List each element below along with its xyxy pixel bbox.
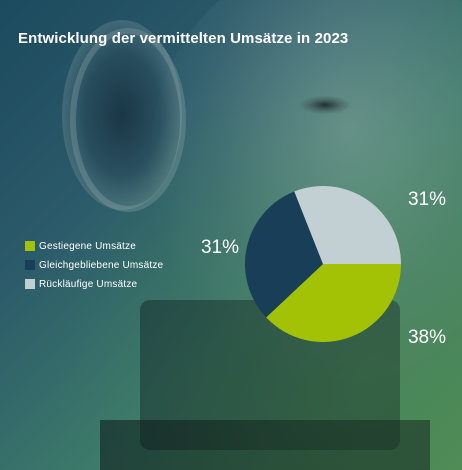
pie-slice-gestiegene (266, 264, 401, 342)
legend-item-gleichgebliebene: Gleichgebliebene Umsätze (25, 256, 163, 274)
legend: Gestiegene Umsätze Gleichgebliebene Umsä… (25, 237, 163, 294)
pie-slice-ruecklaeufige (294, 186, 401, 264)
legend-swatch (25, 279, 35, 289)
legend-item-ruecklaeufige: Rückläufige Umsätze (25, 275, 163, 293)
legend-item-gestiegene: Gestiegene Umsätze (25, 237, 163, 255)
pie-label-gleichgebliebene: 31% (201, 237, 239, 258)
legend-swatch (25, 260, 35, 270)
pie-label-gestiegene: 38% (408, 327, 446, 348)
pie-slice-gleichgebliebene (245, 191, 323, 318)
legend-label: Gestiegene Umsätze (39, 240, 136, 252)
chart-title: Entwicklung der vermittelten Umsätze in … (18, 30, 349, 47)
pie-label-ruecklaeufige: 31% (408, 189, 446, 210)
legend-swatch (25, 241, 35, 251)
legend-label: Gleichgebliebene Umsätze (39, 259, 164, 271)
legend-label: Rückläufige Umsätze (39, 278, 138, 290)
